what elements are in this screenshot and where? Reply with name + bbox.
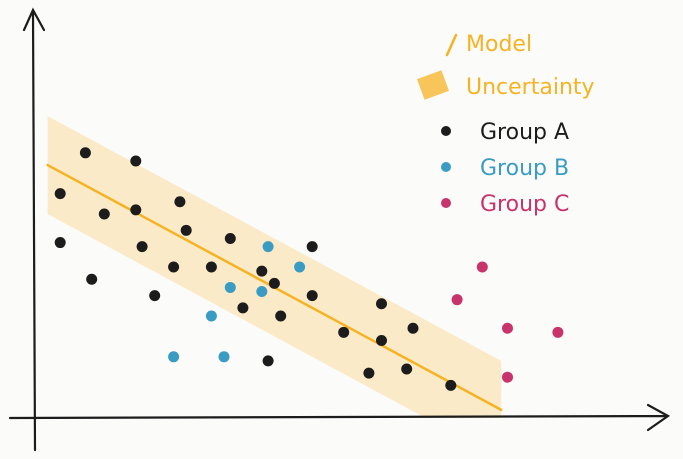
legend-model-label: Model	[466, 32, 532, 57]
legend-dot	[441, 126, 451, 136]
point	[205, 310, 217, 322]
point	[476, 261, 488, 273]
point	[86, 273, 98, 285]
point	[54, 188, 66, 200]
point	[130, 204, 142, 216]
point	[256, 286, 268, 298]
point	[205, 261, 217, 273]
point	[149, 290, 161, 302]
point	[256, 265, 268, 277]
point	[54, 237, 66, 249]
point	[552, 326, 564, 338]
point	[275, 310, 287, 322]
legend-label: Group B	[480, 156, 569, 181]
point	[262, 355, 274, 367]
point	[224, 281, 236, 293]
point	[180, 224, 192, 236]
legend-dot	[441, 198, 451, 208]
point	[262, 241, 274, 253]
point	[237, 302, 249, 314]
point	[338, 326, 350, 338]
point	[168, 351, 180, 363]
point	[174, 196, 186, 208]
point	[268, 277, 280, 289]
legend-dot	[441, 162, 451, 172]
uncertainty-band	[47, 116, 502, 418]
band-layer	[47, 116, 502, 418]
point	[224, 232, 236, 244]
point	[445, 379, 457, 391]
point	[98, 208, 110, 220]
legend-label: Group A	[480, 120, 569, 145]
legend-uncertainty-label: Uncertainty	[466, 75, 595, 100]
legend-model-icon	[445, 33, 458, 57]
point	[376, 334, 387, 346]
point	[306, 241, 318, 253]
point	[407, 322, 419, 334]
x-axis	[8, 403, 671, 432]
point	[502, 371, 513, 383]
point	[294, 261, 306, 273]
y-axis	[22, 7, 46, 452]
legend-label: Group C	[480, 192, 569, 217]
legend: Model Uncertainty	[417, 32, 595, 100]
point	[376, 298, 387, 310]
mark-layer	[46, 147, 564, 412]
point	[130, 155, 142, 167]
point	[451, 294, 463, 306]
legend-band-swatch	[417, 70, 449, 100]
point	[401, 363, 413, 375]
point	[306, 290, 318, 302]
point	[136, 241, 148, 253]
point	[168, 261, 180, 273]
point	[363, 367, 375, 379]
point	[218, 351, 230, 363]
point	[502, 322, 513, 334]
point	[79, 147, 91, 159]
